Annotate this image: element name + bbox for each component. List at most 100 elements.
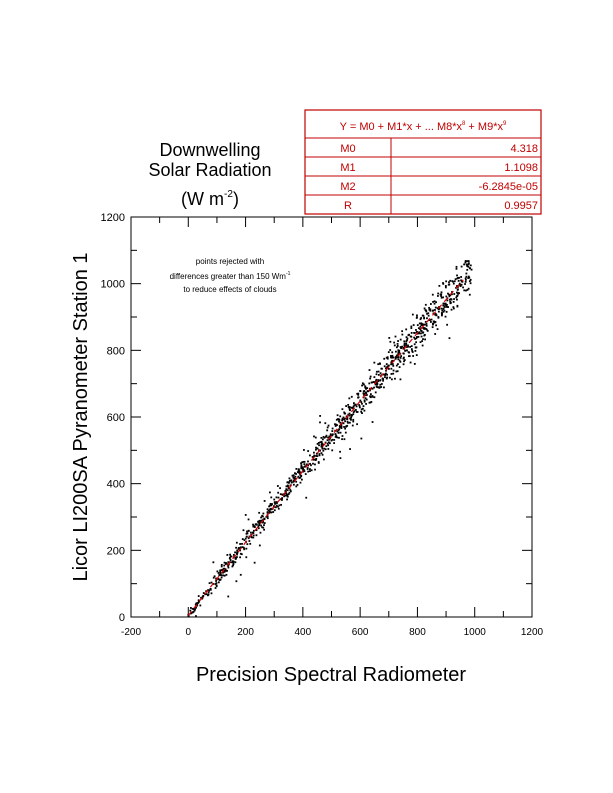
scatter-point: [258, 524, 261, 526]
scatter-point: [225, 562, 228, 564]
scatter-point: [441, 314, 443, 317]
scatter-point: [197, 599, 200, 602]
scatter-point: [331, 430, 334, 432]
scatter-point: [321, 444, 324, 447]
scatter-point: [232, 564, 235, 567]
scatter-point: [386, 376, 389, 379]
scatter-point: [432, 300, 434, 303]
scatter-point: [422, 314, 425, 317]
scatter-point: [223, 561, 226, 564]
scatter-point: [197, 595, 200, 597]
scatter-point: [215, 582, 218, 584]
scatter-point: [399, 346, 402, 348]
scatter-point: [460, 279, 462, 282]
scatter-point: [239, 552, 242, 555]
scatter-point: [348, 421, 351, 424]
scatter-point: [328, 442, 331, 445]
scatter-point: [331, 449, 334, 452]
scatter-point: [345, 415, 348, 418]
scatter-point: [440, 296, 443, 299]
scatter-point: [397, 363, 399, 366]
scatter-point: [402, 357, 405, 360]
scatter-point: [262, 520, 264, 523]
scatter-point: [310, 469, 313, 472]
scatter-point: [320, 452, 323, 454]
scatter-point: [212, 561, 215, 564]
scatter-point: [210, 592, 213, 595]
scatter-point: [270, 511, 273, 514]
scatter-point: [413, 363, 416, 365]
scatter-point: [202, 592, 205, 594]
scatter-point: [447, 292, 449, 295]
scatter-point: [370, 401, 373, 403]
scatter-point: [433, 302, 436, 305]
scatter-point: [455, 267, 458, 270]
scatter-point: [294, 472, 296, 475]
scatter-point: [220, 565, 223, 568]
scatter-point: [386, 357, 389, 360]
scatter-point: [249, 542, 252, 545]
scatter-point: [197, 600, 200, 603]
scatter-point: [434, 309, 436, 311]
scatter-point: [275, 506, 277, 509]
scatter-point: [463, 263, 465, 266]
scatter-point: [326, 426, 329, 429]
scatter-point: [214, 583, 217, 585]
scatter-point: [252, 536, 255, 539]
scatter-point: [205, 593, 208, 596]
scatter-point: [410, 327, 413, 330]
scatter-point: [236, 549, 239, 552]
scatter-point: [407, 344, 409, 347]
scatter-point: [457, 288, 459, 291]
scatter-point: [209, 588, 212, 591]
scatter-point: [377, 379, 380, 381]
scatter-point: [442, 304, 445, 307]
scatter-point: [363, 399, 366, 402]
scatter-point: [357, 396, 359, 399]
scatter-point: [286, 481, 289, 484]
scatter-point: [423, 327, 426, 329]
scatter-point: [273, 501, 276, 504]
scatter-point: [194, 608, 196, 611]
scatter-point: [340, 425, 342, 428]
scatter-point: [333, 442, 336, 444]
scatter-point: [252, 523, 254, 526]
scatter-point: [343, 438, 346, 441]
scatter-point: [453, 298, 455, 300]
scatter-point: [262, 515, 264, 518]
scatter-point: [318, 453, 321, 455]
scatter-point: [267, 509, 270, 512]
scatter-point: [327, 448, 330, 450]
scatter-point: [365, 394, 368, 396]
scatter-point: [353, 404, 356, 407]
scatter-point: [344, 431, 347, 434]
scatter-point: [346, 420, 349, 423]
scatter-point: [320, 444, 323, 446]
scatter-point: [369, 393, 372, 396]
scatter-point: [403, 345, 406, 348]
scatter-point: [378, 386, 381, 389]
scatter-point: [414, 338, 416, 340]
scatter-point: [405, 346, 408, 348]
scatter-point: [391, 356, 393, 359]
scatter-point: [424, 338, 426, 341]
scatter-point: [441, 309, 444, 312]
units-text: (W m: [181, 189, 224, 209]
scatter-point: [197, 602, 200, 604]
scatter-point: [447, 306, 449, 308]
scatter-point: [346, 418, 349, 421]
fit-row-m0-value: 4.318: [510, 143, 538, 155]
fit-equation-exp-1: 8: [462, 121, 466, 127]
scatter-point: [315, 455, 317, 457]
scatter-point: [300, 465, 303, 468]
x-axis-ticks: -200 0 200 400 600 800 1000 1200: [121, 217, 544, 638]
scatter-point: [390, 373, 393, 375]
scatter-point: [269, 508, 272, 511]
scatter-point: [352, 420, 355, 423]
scatter-point: [455, 265, 458, 268]
scatter-point: [318, 444, 320, 447]
scatter-point: [416, 324, 419, 327]
scatter-point: [411, 349, 414, 352]
scatter-point: [295, 480, 298, 483]
scatter-point: [423, 334, 426, 337]
